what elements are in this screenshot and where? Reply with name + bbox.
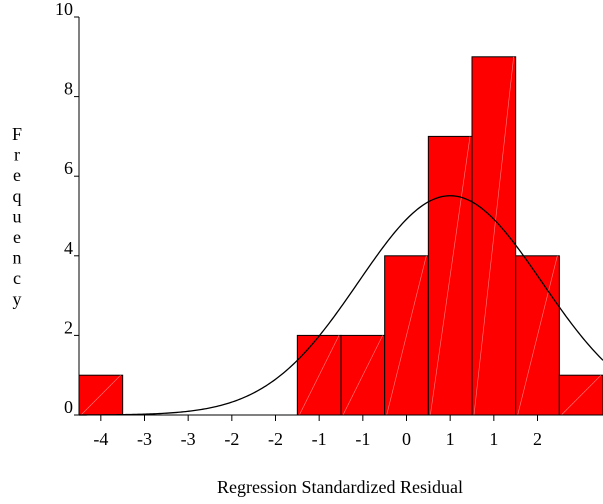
bar-highlight-line [80, 374, 121, 416]
x-tick-label: 1 [446, 429, 455, 449]
y-tick-label: 8 [64, 79, 73, 99]
y-tick-label: 0 [64, 397, 73, 417]
x-tick-label: 0 [402, 429, 411, 449]
x-tick-label: -2 [224, 429, 239, 449]
x-tick-label: -1 [355, 429, 370, 449]
bar-highlight-line [430, 136, 471, 416]
bar-highlight-line [386, 255, 427, 416]
normal-curve [78, 195, 603, 416]
bar-highlight-line [561, 374, 602, 416]
y-tick-label: 6 [64, 158, 73, 178]
x-tick-label: -2 [268, 429, 283, 449]
bar-highlight-line [299, 335, 340, 416]
bar-highlight-line [342, 335, 383, 416]
y-tick-label: 2 [64, 317, 73, 337]
x-tick-label: -3 [181, 429, 196, 449]
x-ticks: -4 -3 -3 -2 -2 -1 -1 0 1 1 2 [93, 415, 542, 449]
x-tick-label: -4 [93, 429, 108, 449]
y-ticks: 0 2 4 6 8 10 [55, 0, 79, 417]
x-tick-label: -3 [137, 429, 152, 449]
bar-highlight-line [473, 56, 514, 416]
y-tick-label: 4 [64, 238, 73, 258]
x-tick-label: 2 [533, 429, 542, 449]
bars-group [78, 56, 603, 416]
x-tick-label: 1 [489, 429, 498, 449]
x-tick-label: -1 [312, 429, 327, 449]
y-tick-label: 10 [55, 0, 73, 19]
x-axis-label: Regression Standardized Residual [217, 477, 463, 497]
bar-highlight-line [517, 255, 558, 416]
axes-group [78, 17, 603, 416]
